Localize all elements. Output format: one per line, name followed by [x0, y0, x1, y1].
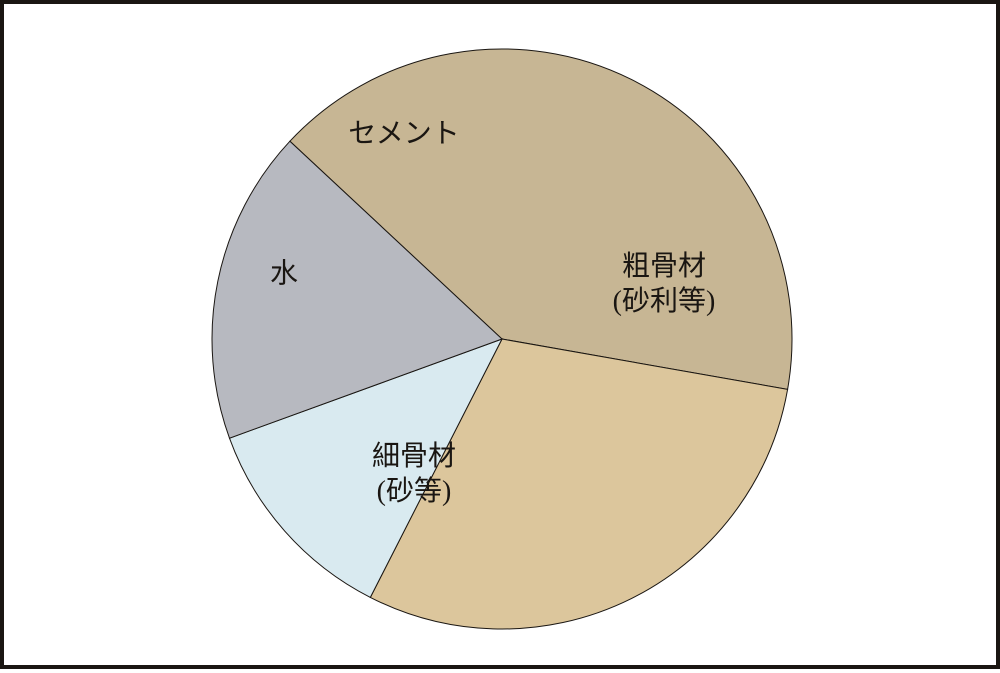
pie-slice-label-line1: セメント	[348, 117, 459, 152]
pie-slice-label-line1: 細骨材	[372, 439, 456, 474]
chart-frame: 粗骨材(砂利等) 細骨材(砂等) 水 セメント	[0, 0, 1000, 669]
pie-slice-label-line2: (砂利等)	[613, 284, 716, 319]
pie-slice-label-line1: 水	[270, 257, 298, 292]
pie-slice-label-fine-aggregate: 細骨材(砂等)	[372, 439, 456, 509]
pie-slice-label-coarse-aggregate: 粗骨材(砂利等)	[613, 249, 716, 319]
pie-slice-label-water: 水	[270, 257, 298, 292]
pie-slice-label-line1: 粗骨材	[613, 249, 716, 284]
pie-chart	[4, 4, 1000, 673]
pie-slice-label-cement: セメント	[348, 117, 459, 152]
pie-slice-label-line2: (砂等)	[372, 474, 456, 509]
